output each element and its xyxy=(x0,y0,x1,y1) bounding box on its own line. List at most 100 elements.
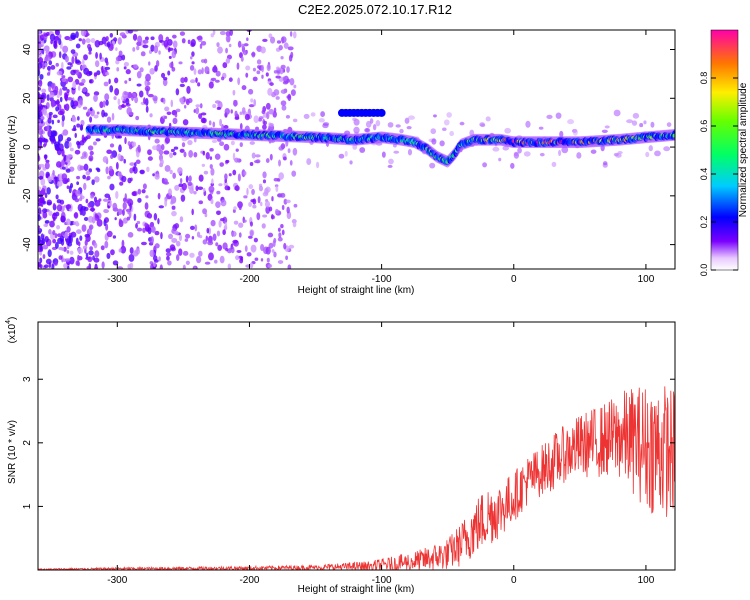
spectrogram-noise-cell xyxy=(169,244,176,251)
spectrogram-noise-cell xyxy=(372,123,377,131)
spectrogram-noise-cell xyxy=(170,99,174,108)
spectrogram-noise-cell xyxy=(631,120,638,126)
spectrogram-noise-cell xyxy=(142,183,147,190)
spectrogram-noise-cell xyxy=(202,208,208,215)
spectrogram-noise-cell xyxy=(158,205,165,209)
spectrogram-noise-cell xyxy=(175,108,181,113)
spectrogram-noise-cell xyxy=(68,141,72,148)
spectrogram-noise-cell xyxy=(252,67,257,72)
spectrogram-noise-cell xyxy=(61,166,66,170)
spectrogram-noise-cell xyxy=(352,117,357,122)
spectrogram-noise-cell xyxy=(141,189,146,194)
spectrogram-noise-cell xyxy=(131,191,137,197)
spectrogram-noise-cell xyxy=(43,45,50,52)
spectrogram-noise-cell xyxy=(145,195,149,199)
spectrogram-noise-cell xyxy=(69,256,75,265)
spectrogram-noise-cell xyxy=(64,155,71,163)
spectrogram-noise-cell xyxy=(273,89,280,96)
spectrogram-noise-cell xyxy=(211,139,218,143)
spectrogram-noise-cell xyxy=(280,223,284,229)
spectrogram-noise-cell xyxy=(148,61,151,66)
spectrogram-noise-cell xyxy=(269,153,273,161)
spectrogram-noise-cell xyxy=(61,159,65,166)
spectrogram-noise-cell xyxy=(227,263,232,269)
spectrogram-noise-cell xyxy=(238,232,242,238)
spectrogram-noise-cell xyxy=(60,215,66,223)
spectrogram-noise-cell xyxy=(42,143,46,148)
spectrogram-noise-cell xyxy=(128,77,132,82)
spectrogram-noise-cell xyxy=(246,187,249,196)
spectrogram-noise-cell xyxy=(47,176,53,183)
spectrogram-noise-cell xyxy=(109,32,114,38)
spectrogram-noise-cell xyxy=(217,244,223,251)
spectrogram-noise-cell xyxy=(238,222,244,228)
spectrogram-noise-cell xyxy=(107,175,111,180)
spectrogram-noise-cell xyxy=(626,119,634,124)
spectrogram-noise-cell xyxy=(375,120,381,127)
spectrogram-noise-cell xyxy=(89,79,92,84)
spectrogram-noise-cell xyxy=(617,151,623,155)
spectrogram-noise-cell xyxy=(124,80,128,84)
spectrogram-noise-cell xyxy=(188,175,192,182)
spectrogram-noise-cell xyxy=(275,208,279,215)
spectrogram-noise-cell xyxy=(280,55,284,60)
spectrogram-noise-cell xyxy=(116,67,120,72)
spectrogram-noise-cell xyxy=(244,113,250,121)
spectrogram-noise-cell xyxy=(121,175,127,183)
spectrogram-noise-cell xyxy=(39,257,43,264)
spectrogram-noise-cell xyxy=(322,123,329,129)
spectrogram-noise-cell xyxy=(104,93,110,101)
spectrogram-noise-cell xyxy=(118,248,122,253)
colorbar-tick-label: 0.0 xyxy=(699,264,709,277)
spectrogram-noise-cell xyxy=(249,221,253,227)
spectrogram-noise-cell xyxy=(492,146,500,152)
spectrogram-noise-cell xyxy=(190,56,193,60)
spectrogram-noise-cell xyxy=(40,98,45,103)
spectrogram-noise-cell xyxy=(203,187,206,192)
spectrogram-noise-cell xyxy=(253,159,260,164)
spectrogram-noise-cell xyxy=(70,99,75,108)
spectrogram-noise-cell xyxy=(191,236,195,240)
spectrogram-trace-core xyxy=(672,133,675,138)
spectrogram-noise-cell xyxy=(197,82,201,87)
spectrogram-noise-cell xyxy=(65,218,71,226)
spectrogram-noise-cell xyxy=(46,199,53,206)
snr-scale-prefix: (x10 xyxy=(7,323,18,343)
spectrogram-noise-cell xyxy=(38,86,41,91)
spectrogram-noise-cell xyxy=(232,239,239,244)
spectrogram-noise-cell xyxy=(180,194,186,202)
spectrogram-noise-cell xyxy=(94,266,99,269)
spectrogram-noise-cell xyxy=(52,229,56,236)
spectrogram-noise-cell xyxy=(219,162,225,167)
spectrogram-noise-cell xyxy=(200,112,207,116)
spectrogram-noise-cell xyxy=(234,110,238,118)
spectrogram-noise-cell xyxy=(56,70,63,76)
spectrogram-noise-cell xyxy=(38,230,41,235)
spectrogram-noise-cell xyxy=(109,183,115,191)
spectrogram-frame xyxy=(37,29,676,270)
spectrogram-noise-cell xyxy=(43,264,49,269)
spectrogram-noise-cell xyxy=(218,183,223,187)
spectrogram-noise-cell xyxy=(186,85,191,94)
spectrogram-noise-cell xyxy=(42,244,49,250)
spectrogram-noise-cell xyxy=(108,165,113,171)
spectrogram-noise-cell xyxy=(57,134,64,142)
spectrogram-noise-cell xyxy=(83,163,89,171)
spectrogram-noise-cell xyxy=(257,196,261,204)
spectrogram-noise-cell xyxy=(67,62,72,66)
colorbar-tick-label: 0.4 xyxy=(699,168,709,181)
spectrogram-noise-cell xyxy=(498,157,502,162)
spectrogram-noise-cell xyxy=(359,147,366,153)
spectrogram-noise-cell xyxy=(268,242,274,249)
spectrogram-noise-cell xyxy=(185,99,190,106)
spectrogram-noise-cell xyxy=(79,235,83,241)
spectrogram-noise-cell xyxy=(85,252,89,258)
spectrogram-noise-cell xyxy=(154,65,158,72)
spectrogram-noise-cell xyxy=(228,173,232,177)
spectrogram-noise-cell xyxy=(56,199,62,204)
spectrogram-noise-cell xyxy=(257,65,261,69)
spectrogram-noise-cell xyxy=(663,146,671,152)
spectrogram-noise-cell xyxy=(90,38,96,44)
spectrogram-noise-cell xyxy=(59,96,63,103)
spectrogram-noise-cell xyxy=(38,202,42,207)
